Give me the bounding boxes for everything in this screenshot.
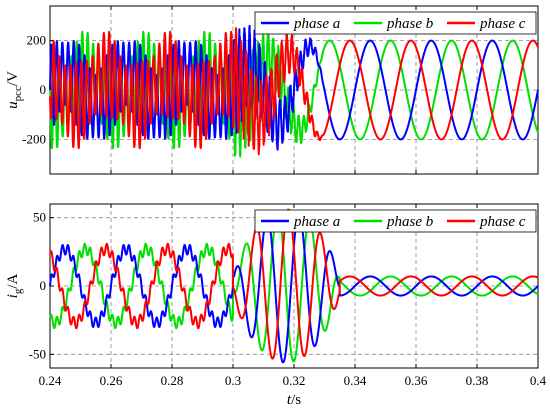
current-legend: phase a phase b phase c <box>254 209 537 233</box>
legend-label: phase c <box>479 214 526 230</box>
x-tick-label: 0.4 <box>530 373 547 388</box>
legend-label: phase b <box>386 214 434 230</box>
voltage-series <box>49 24 539 158</box>
legend-label: phase a <box>293 214 340 230</box>
current-ticks: 0.24 0.26 0.28 0.3 0.32 0.34 0.36 0.38 0.4 -50 0 50 <box>29 204 547 388</box>
voltage-legend: phase a phase b phase c <box>254 11 537 35</box>
y-tick-label: 50 <box>33 210 46 225</box>
current-y-axis-label: ig/A <box>5 273 24 298</box>
x-tick-label: 0.34 <box>344 373 367 388</box>
series-line-phase-b <box>49 209 539 363</box>
x-tick-label: 0.36 <box>405 373 428 388</box>
x-tick-label: 0.28 <box>161 373 184 388</box>
current-series <box>49 208 539 364</box>
voltage-panel: -200 0 200 phase a phase b phase c upcc/V <box>5 5 539 175</box>
legend-box <box>254 209 537 233</box>
y-tick-label: -50 <box>29 346 46 361</box>
series-line-phase-c <box>49 27 539 156</box>
y-tick-label: 200 <box>27 33 47 48</box>
voltage-y-axis-label: upcc/V <box>5 71 24 109</box>
x-tick-label: 0.38 <box>466 373 489 388</box>
series-line-phase-c <box>49 208 539 360</box>
y-tick-label: -200 <box>22 131 46 146</box>
x-tick-label: 0.24 <box>39 373 62 388</box>
x-axis-label: t/s <box>287 392 301 408</box>
legend-label: phase b <box>386 16 434 32</box>
y-tick-label: 0 <box>40 82 47 97</box>
voltage-ticks: -200 0 200 <box>22 6 539 174</box>
x-tick-label: 0.26 <box>100 373 123 388</box>
current-panel: 0.24 0.26 0.28 0.3 0.32 0.34 0.36 0.38 0.4 -50 0 50… <box>5 203 547 408</box>
x-tick-label: 0.3 <box>225 373 241 388</box>
x-tick-label: 0.32 <box>283 373 306 388</box>
y-tick-label: 0 <box>40 278 47 293</box>
legend-box <box>254 11 537 35</box>
legend-label: phase c <box>479 16 526 32</box>
legend-label: phase a <box>293 16 340 32</box>
series-line-phase-a <box>49 24 539 151</box>
